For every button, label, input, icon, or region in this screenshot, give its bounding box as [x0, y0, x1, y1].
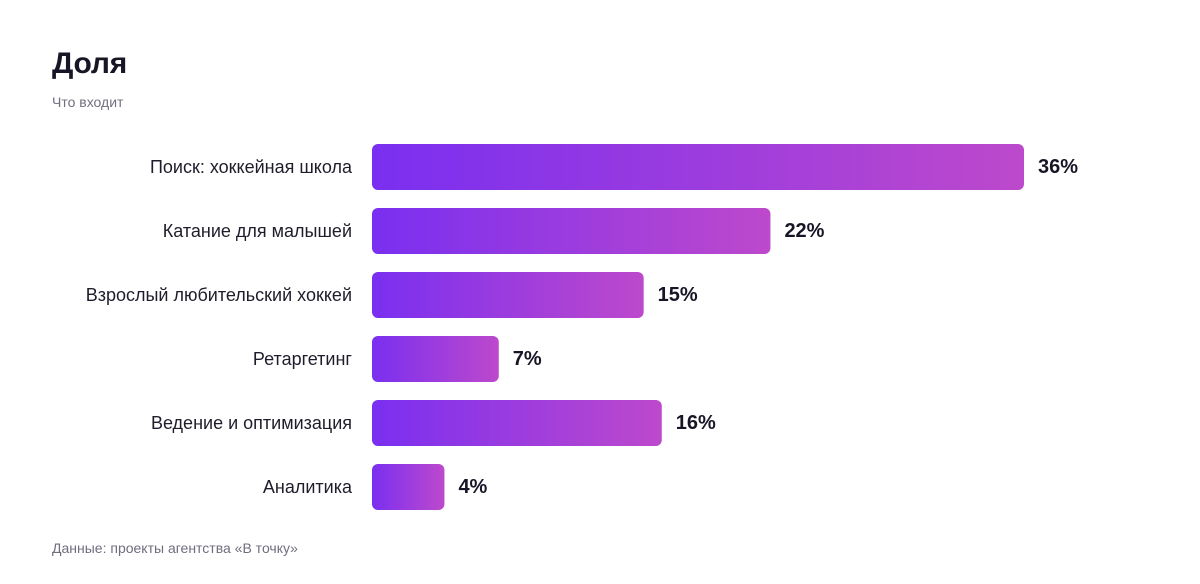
bar — [372, 208, 771, 254]
bar — [372, 336, 499, 382]
value-label: 4% — [458, 476, 487, 498]
category-label: Аналитика — [263, 477, 353, 497]
chart-source-note: Данные: проекты агентства «В точку» — [52, 540, 298, 556]
bar — [372, 464, 445, 510]
value-label: 7% — [513, 348, 542, 370]
value-label: 36% — [1038, 156, 1078, 178]
category-label: Катание для малышей — [163, 221, 352, 241]
chart-subtitle: Что входит — [52, 94, 124, 110]
category-label: Ретаргетинг — [253, 349, 353, 369]
bar — [372, 400, 662, 446]
value-label: 16% — [676, 412, 716, 434]
category-label: Взрослый любительский хоккей — [86, 285, 352, 305]
bar — [372, 144, 1024, 190]
category-label: Ведение и оптимизация — [151, 413, 352, 433]
chart-title: Доля — [52, 47, 128, 80]
category-label: Поиск: хоккейная школа — [150, 157, 353, 177]
value-label: 15% — [658, 284, 698, 306]
bar — [372, 272, 644, 318]
value-label: 22% — [784, 220, 824, 242]
